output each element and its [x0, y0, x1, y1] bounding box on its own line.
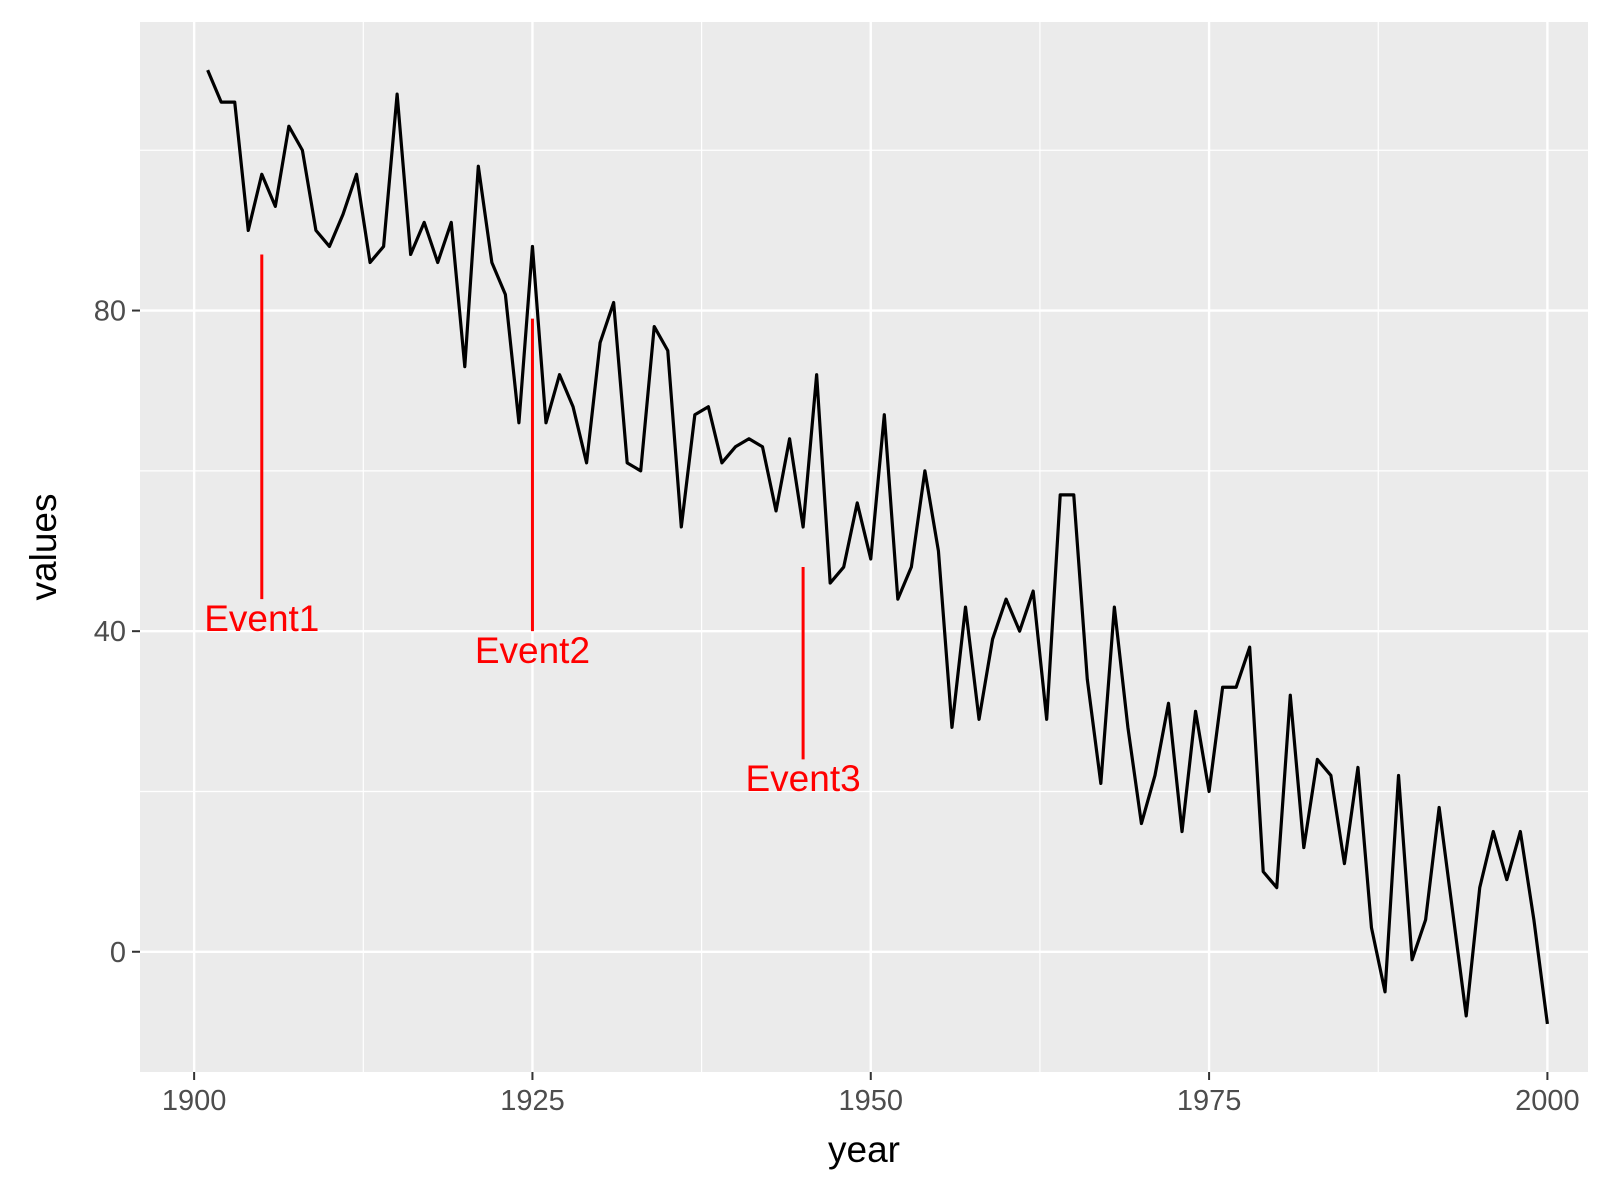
x-axis-title: year [828, 1129, 900, 1170]
y-tick-label: 40 [94, 616, 126, 648]
y-tick-label: 80 [94, 296, 126, 328]
event-annotation-lines [260, 254, 805, 760]
event-label: Event3 [746, 758, 861, 799]
event-annotation-labels: Event1 Event2 Event3 [204, 598, 861, 799]
event-label: Event1 [204, 598, 319, 639]
x-tick-label: 2000 [1515, 1085, 1580, 1117]
x-tick-label: 1975 [1177, 1085, 1242, 1117]
x-tick-label: 1950 [839, 1085, 904, 1117]
x-tick-label: 1925 [500, 1085, 565, 1117]
minor-gridlines [140, 22, 1588, 1072]
series-line [206, 69, 1549, 1025]
y-axis-title: values [23, 494, 64, 601]
y-axis: 0 40 80 [94, 296, 140, 969]
plot-panel [140, 22, 1588, 1072]
y-tick-label: 0 [110, 937, 126, 969]
x-axis: 1900 1925 1950 1975 2000 [162, 1072, 1580, 1117]
event-label: Event2 [475, 630, 590, 671]
x-tick-label: 1900 [162, 1085, 227, 1117]
